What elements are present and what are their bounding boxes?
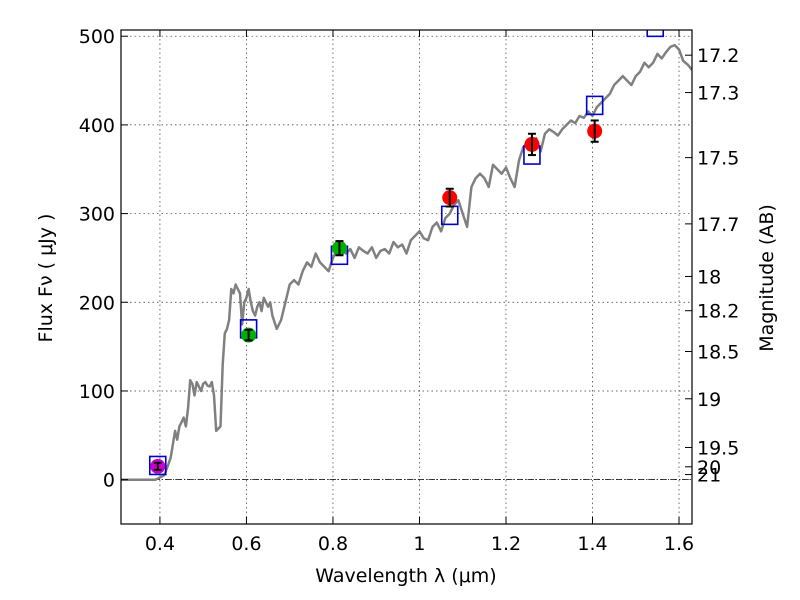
y2-tick-label: 19 [697, 389, 721, 411]
y-tick-label: 100 [79, 381, 115, 403]
y2-tick-label: 21 [697, 465, 721, 487]
x-axis-label: Wavelength λ (μm) [315, 565, 496, 587]
grid [121, 30, 692, 524]
model-photometry-square [646, 30, 665, 38]
y-tick-label: 300 [79, 204, 115, 226]
y2-tick-label: 17.7 [697, 214, 739, 236]
x-tick-label: 1 [413, 533, 425, 555]
y2-axis-label: Magnitude (AB) [756, 204, 778, 352]
plot-frame [120, 29, 693, 525]
y2-tick-label: 19.5 [697, 437, 739, 459]
x-tick-label: 1.2 [491, 533, 521, 555]
y-axis-label: Flux Fν ( μJy ) [35, 214, 57, 343]
y-tick-label: 400 [79, 115, 115, 137]
y-tick-label: 200 [79, 292, 115, 314]
x-tick-label: 1.4 [577, 533, 607, 555]
y2-tick-label: 18.5 [697, 341, 739, 363]
model-photometry-square [585, 95, 604, 116]
plot-data [121, 30, 692, 481]
x-tick-label: 1.6 [664, 533, 694, 555]
x-tick-label: 0.6 [231, 533, 261, 555]
spectrum-line [121, 43, 692, 481]
x-tick-label: 0.8 [318, 533, 348, 555]
y2-tick-label: 17.5 [697, 148, 739, 170]
x-tick-label: 0.4 [145, 533, 175, 555]
y2-tick-label: 17.2 [697, 45, 739, 67]
y2-tick-label: 18 [697, 266, 721, 288]
y-tick-label: 500 [79, 26, 115, 48]
axis-ticks: 0.4 0.6 0.8 1 1.2 1.4 1.6010020030040050021201… [79, 26, 740, 555]
y2-tick-label: 17.3 [697, 83, 739, 105]
y2-tick-label: 20 [697, 457, 721, 479]
model-photometry-square [148, 455, 167, 476]
y2-tick-label: 18.2 [697, 301, 739, 323]
y-tick-label: 0 [103, 470, 115, 492]
